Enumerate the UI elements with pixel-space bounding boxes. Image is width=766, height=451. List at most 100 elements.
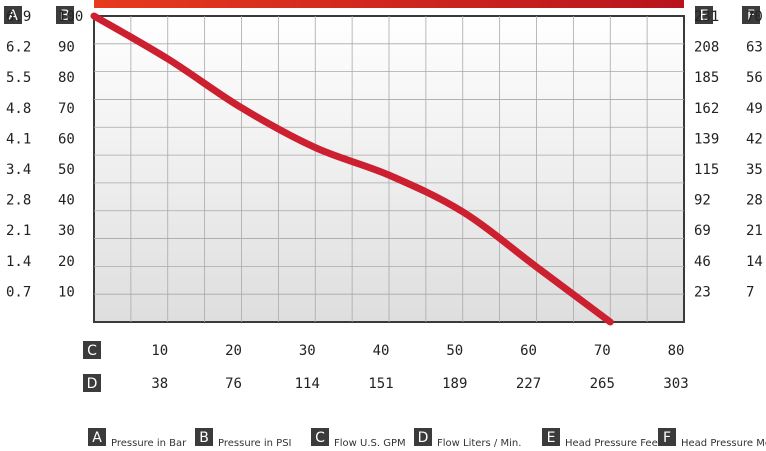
right-axis-meters-ticks: 70 63 56 49 42 35 28 21 14 7: [746, 9, 763, 300]
bar-tick-label: 1.4: [6, 254, 31, 270]
legend-tag-letter: B: [199, 430, 209, 446]
legend-item: C Flow U.S. GPM: [311, 428, 406, 449]
legend-label: Flow Liters / Min.: [437, 438, 521, 449]
axis-tag-f: F: [742, 6, 760, 24]
lpm-tick-label: 114: [295, 376, 320, 392]
legend-label: Head Pressure Meters: [681, 438, 766, 449]
legend-label: Head Pressure Feet: [565, 438, 662, 449]
psi-tick-label: 50: [58, 162, 75, 178]
feet-tick-label: 185: [694, 70, 719, 86]
series-line: [90, 12, 614, 326]
axis-tag-b: B: [56, 6, 74, 24]
psi-tick-label: 70: [58, 101, 75, 117]
axis-tag-b-letter: B: [60, 8, 70, 24]
legend-tag-letter: D: [418, 430, 429, 446]
psi-tick-label: 30: [58, 223, 75, 239]
legend-label: Flow U.S. GPM: [334, 438, 406, 449]
psi-tick-label: 40: [58, 193, 75, 209]
axis-tag-d: D: [83, 374, 101, 392]
gpm-tick-label: 40: [373, 343, 390, 359]
legend: A Pressure in Bar B Pressure in PSI C Flow U.…: [88, 428, 766, 449]
gpm-tick-label: 60: [520, 343, 537, 359]
legend-tag-box: [88, 428, 106, 446]
psi-tick-label: 10: [58, 284, 75, 300]
bar-tick-label: 4.1: [6, 131, 31, 147]
lpm-tick-label: 38: [151, 376, 168, 392]
grid-lines: [94, 16, 684, 322]
legend-item: F Head Pressure Meters: [658, 428, 766, 449]
lpm-tick-label: 265: [590, 376, 615, 392]
psi-tick-label: 80: [58, 70, 75, 86]
meters-tick-label: 49: [746, 101, 763, 117]
legend-label: Pressure in Bar: [111, 438, 187, 449]
legend-tag-letter: E: [547, 430, 556, 446]
axis-tag-d-letter: D: [87, 376, 98, 392]
feet-tick-label: 139: [694, 131, 719, 147]
axis-tag-c: C: [83, 341, 101, 359]
legend-item: B Pressure in PSI: [195, 428, 292, 449]
legend-tag-box: [658, 428, 676, 446]
meters-tick-label: 35: [746, 162, 763, 178]
feet-tick-label: 92: [694, 193, 711, 209]
bar-tick-label: 3.4: [6, 162, 31, 178]
feet-tick-label: 115: [694, 162, 719, 178]
feet-tick-label: 208: [694, 40, 719, 56]
lpm-tick-label: 303: [663, 376, 688, 392]
legend-item: E Head Pressure Feet: [542, 428, 662, 449]
legend-item: A Pressure in Bar: [88, 428, 187, 449]
feet-tick-label: 69: [694, 223, 711, 239]
bottom-axis-gpm-ticks: 10 20 30 40 50 60 70 80: [151, 343, 684, 359]
meters-tick-label: 63: [746, 40, 763, 56]
legend-tag-box: [414, 428, 432, 446]
legend-tag-letter: F: [663, 430, 671, 446]
header-banner-strip: [94, 0, 684, 8]
meters-tick-label: 70: [746, 9, 763, 25]
gpm-tick-label: 10: [151, 343, 168, 359]
axis-tag-e-letter: E: [700, 8, 709, 24]
meters-tick-label: 21: [746, 223, 763, 239]
gpm-tick-label: 30: [299, 343, 316, 359]
lpm-tick-label: 227: [516, 376, 541, 392]
bar-tick-label: 6.9: [6, 9, 31, 25]
bar-tick-label: 0.7: [6, 284, 31, 300]
meters-tick-label: 28: [746, 193, 763, 209]
legend-tag-letter: C: [315, 430, 325, 446]
lpm-tick-label: 151: [368, 376, 393, 392]
legend-tag-box: [542, 428, 560, 446]
lpm-tick-label: 76: [225, 376, 242, 392]
legend-tag-letter: A: [92, 430, 102, 446]
gpm-tick-label: 70: [594, 343, 611, 359]
legend-tag-box: [195, 428, 213, 446]
bar-tick-label: 4.8: [6, 101, 31, 117]
legend-item: D Flow Liters / Min.: [414, 428, 521, 449]
bar-tick-label: 6.2: [6, 40, 31, 56]
bar-tick-label: 5.5: [6, 70, 31, 86]
axis-tag-f-letter: F: [747, 8, 755, 24]
bar-tick-label: 2.8: [6, 193, 31, 209]
psi-tick-label: 20: [58, 254, 75, 270]
lpm-tick-label: 189: [442, 376, 467, 392]
right-axis-feet-ticks: 231 208 185 162 139 115 92 69 46 23: [694, 9, 719, 300]
feet-tick-label: 46: [694, 254, 711, 270]
gpm-tick-label: 50: [446, 343, 463, 359]
legend-label: Pressure in PSI: [218, 438, 292, 449]
axis-tag-c-letter: C: [87, 343, 97, 359]
psi-tick-label: 90: [58, 40, 75, 56]
meters-tick-label: 14: [746, 254, 763, 270]
meters-tick-label: 56: [746, 70, 763, 86]
gpm-tick-label: 80: [668, 343, 685, 359]
bar-tick-label: 2.1: [6, 223, 31, 239]
left-axis-psi-ticks: 100 90 80 70 60 50 40 30 20 10: [58, 9, 83, 300]
axis-tag-e: E: [695, 6, 713, 24]
axis-tag-a: A: [4, 6, 22, 24]
meters-tick-label: 42: [746, 131, 763, 147]
feet-tick-label: 162: [694, 101, 719, 117]
left-axis-bar-ticks: 6.9 6.2 5.5 4.8 4.1 3.4 2.8 2.1 1.4 0.7: [6, 9, 31, 300]
gpm-tick-label: 20: [225, 343, 242, 359]
psi-tick-label: 100: [58, 9, 83, 25]
bottom-axis-lpm-ticks: 38 76 114 151 189 227 265 303: [151, 376, 688, 392]
feet-tick-label: 231: [694, 9, 719, 25]
psi-tick-label: 60: [58, 131, 75, 147]
meters-tick-label: 7: [746, 284, 754, 300]
